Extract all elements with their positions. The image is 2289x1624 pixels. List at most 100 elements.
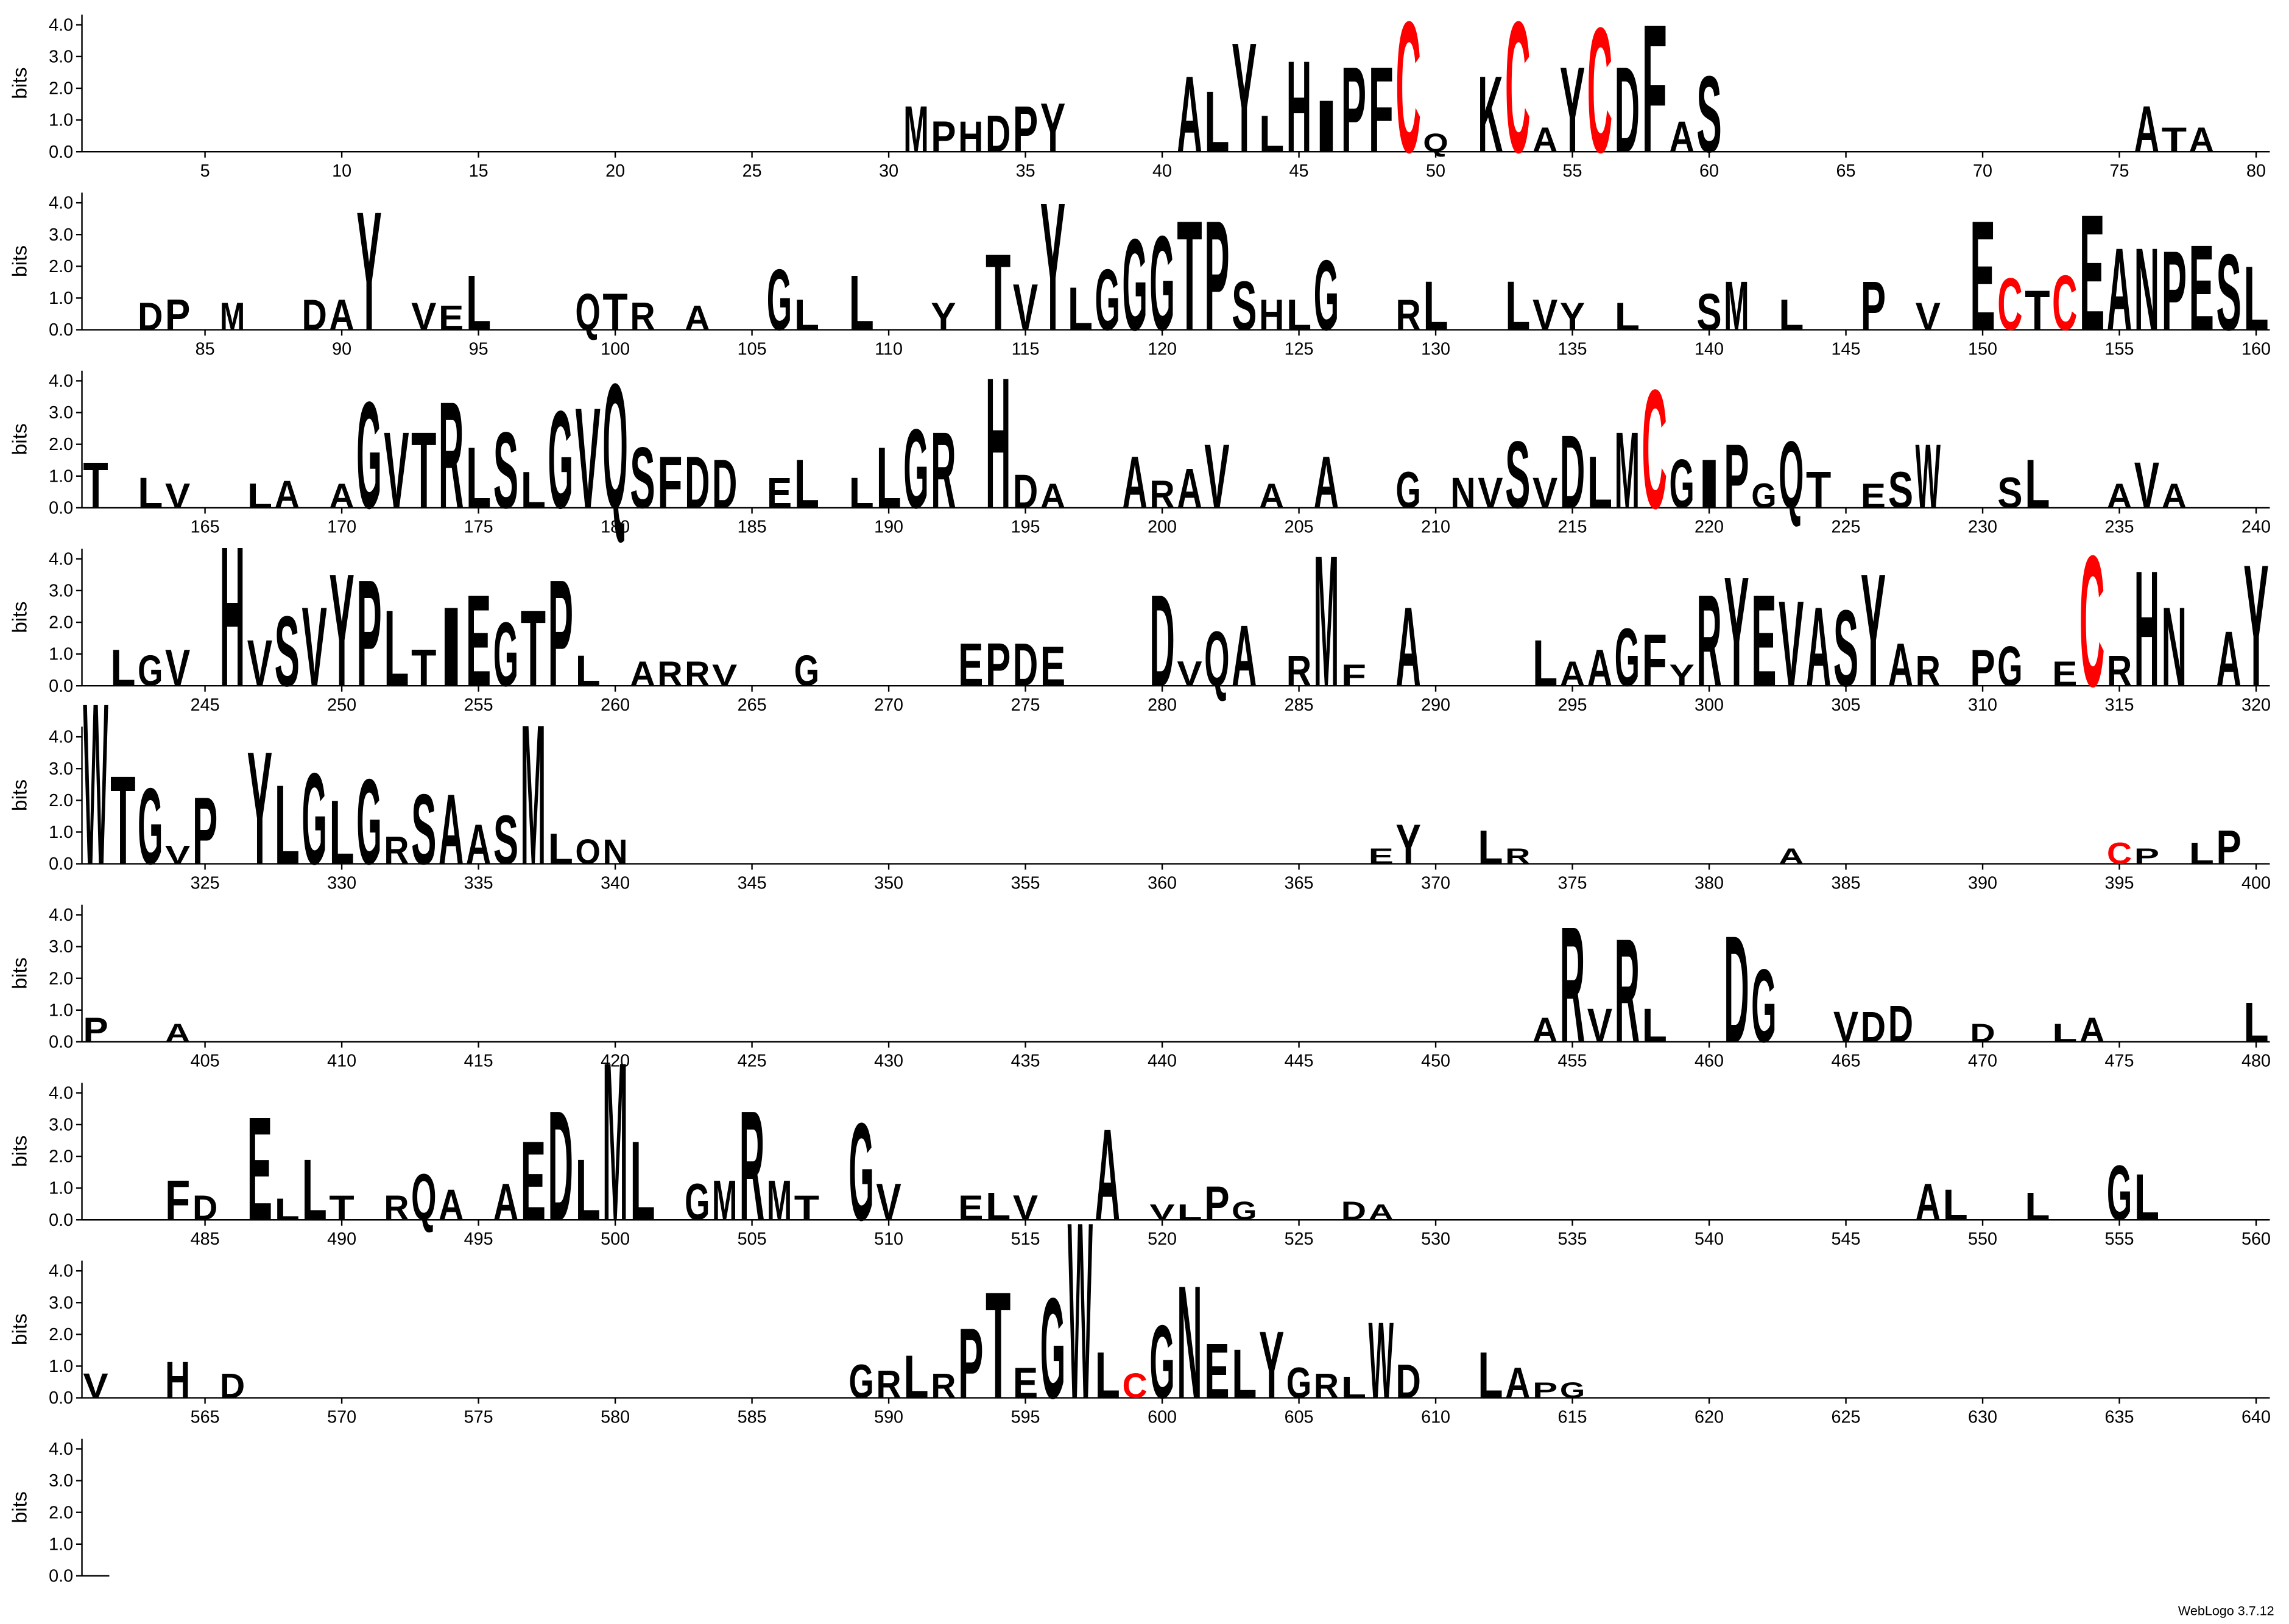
logo-letter: D <box>685 441 710 524</box>
logo-letter: L <box>275 1192 300 1226</box>
logo-letter: G <box>849 1355 874 1408</box>
y-tick-label: 4.0 <box>49 728 73 747</box>
logo-letter: E <box>247 1086 272 1251</box>
x-tick-label: 580 <box>601 1407 630 1427</box>
logo-letter: Y <box>1560 295 1585 338</box>
x-tick-label: 430 <box>874 1052 903 1071</box>
logo-letter: L <box>1779 291 1804 340</box>
logo-letter: P <box>2216 821 2241 874</box>
logo-letter: R <box>739 1078 764 1254</box>
logo-letter: H <box>2134 537 2159 722</box>
logo-letter: A <box>1040 476 1065 515</box>
y-tick-label: 0.0 <box>49 142 73 162</box>
logo-letter: W <box>1068 1170 1093 1452</box>
logo-letter: D <box>1396 1355 1421 1408</box>
x-tick-label: 195 <box>1011 518 1040 537</box>
x-tick-label: 125 <box>1285 339 1314 359</box>
logo-letter: A <box>275 473 300 516</box>
logo-letter: R <box>384 1189 409 1228</box>
x-tick-label: 360 <box>1148 873 1177 893</box>
x-tick-label: 245 <box>191 695 220 715</box>
x-tick-label: 505 <box>738 1229 767 1249</box>
x-tick-label: 565 <box>191 1407 220 1427</box>
logo-letter: W <box>83 656 108 913</box>
logo-letter: P <box>548 549 573 719</box>
y-tick-label: 4.0 <box>49 194 73 213</box>
logo-letter: G <box>1670 445 1695 523</box>
logo-letter: G <box>138 647 163 696</box>
logo-letter: S <box>1505 422 1530 529</box>
x-tick-label: 450 <box>1421 1052 1450 1071</box>
x-tick-label: 485 <box>191 1229 220 1249</box>
logo-letter: S <box>275 596 300 708</box>
logo-letter: R <box>931 1366 956 1405</box>
x-tick-label: 605 <box>1285 1407 1314 1427</box>
logo-letter: E <box>1751 568 1776 714</box>
logo-letter: M <box>712 1170 737 1232</box>
logo-letter: N <box>1450 469 1475 518</box>
x-tick-label: 465 <box>1832 1052 1861 1071</box>
y-tick-label: 0.0 <box>49 854 73 874</box>
x-tick-label: 285 <box>1285 695 1314 715</box>
logo-letter: L <box>1642 999 1667 1053</box>
x-tick-label: 410 <box>327 1052 356 1071</box>
logo-letter: P <box>2162 227 2187 354</box>
logo-letter: V <box>1204 426 1229 528</box>
logo-letter: A <box>1369 1201 1394 1225</box>
logo-letter: H <box>165 1351 190 1410</box>
logo-letter: A <box>1560 655 1585 694</box>
logo-letter: V <box>165 639 190 698</box>
y-tick-label: 4.0 <box>49 371 73 391</box>
logo-letter: T <box>110 750 135 891</box>
logo-letter: A <box>1095 1102 1120 1248</box>
logo-letter: Y <box>1560 41 1585 178</box>
x-tick-label: 135 <box>1558 339 1587 359</box>
x-tick-label: 595 <box>1011 1407 1040 1427</box>
logo-letter: G <box>138 767 163 887</box>
y-tick-label: 4.0 <box>49 1439 73 1459</box>
logo-letter: P <box>165 291 190 340</box>
logo-letter: A <box>1505 1359 1530 1408</box>
y-tick-label: 3.0 <box>49 403 73 423</box>
logo-letter: Y <box>1861 541 1886 721</box>
logo-letter: L <box>548 825 573 874</box>
logo-letter: A <box>2162 476 2187 515</box>
logo-letter: A <box>2107 476 2132 515</box>
logo-letter: T <box>986 1261 1010 1431</box>
logo-letter: A <box>493 1173 518 1232</box>
y-tick-label: 2.0 <box>49 1503 73 1522</box>
logo-letter: A <box>1396 583 1421 710</box>
logo-letter: G <box>1560 1379 1585 1403</box>
x-tick-label: 355 <box>1011 873 1040 893</box>
logo-letter: L <box>1232 1335 1257 1413</box>
logo-letter: L <box>630 1117 655 1244</box>
logo-letter: Y <box>931 295 956 338</box>
logo-letter: L <box>138 469 163 518</box>
y-tick-label: 0.0 <box>49 320 73 340</box>
logo-letter: Y <box>1670 658 1695 692</box>
logo-letter: G <box>1751 476 1776 515</box>
logo-letter: F <box>165 1170 190 1232</box>
logo-letter: L <box>1505 267 1530 345</box>
logo-letter: L <box>1068 276 1093 343</box>
logo-letter: V <box>1916 295 1941 338</box>
logo-letter: M <box>521 683 546 907</box>
logo-letter: L <box>247 476 272 515</box>
logo-letter: E <box>1040 636 1065 698</box>
logo-letter: A <box>439 1181 464 1230</box>
logo-letter: N <box>1177 1253 1202 1433</box>
x-tick-label: 590 <box>874 1407 903 1427</box>
y-tick-label: 2.0 <box>49 257 73 276</box>
logo-letter: E <box>1204 1327 1229 1415</box>
x-tick-label: 200 <box>1148 518 1177 537</box>
x-tick-label: 630 <box>1968 1407 1997 1427</box>
logo-letter: R <box>630 295 655 338</box>
logo-letter: Y <box>1232 10 1257 186</box>
logo-letter: V <box>1149 1201 1175 1225</box>
logo-letter: E <box>521 1117 546 1244</box>
x-tick-label: 155 <box>2105 339 2134 359</box>
x-tick-label: 315 <box>2105 695 2134 715</box>
logo-letter: C <box>2107 836 2132 871</box>
x-tick-label: 250 <box>327 695 356 715</box>
